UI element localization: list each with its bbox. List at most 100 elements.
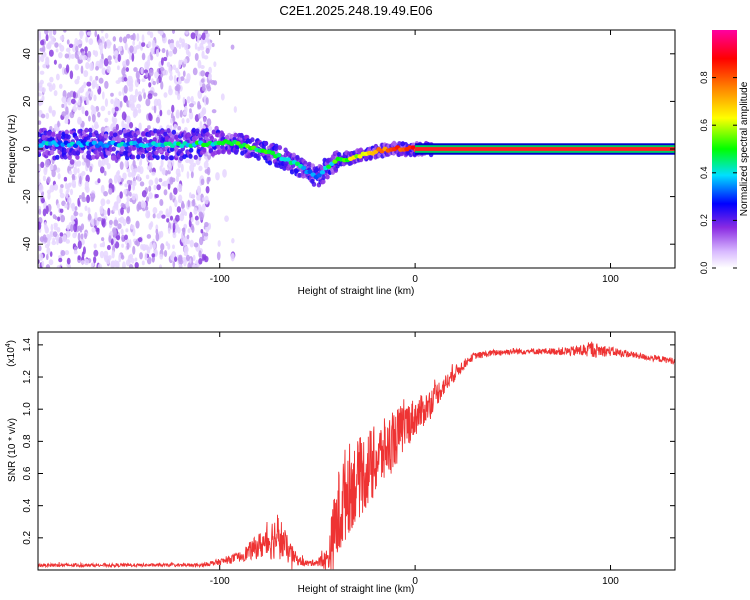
ridge-band-cell [63,154,68,160]
ridge-band-cell [204,127,209,133]
noise-speckle [67,51,71,60]
snr-y-label: SNR (10 * v/v) [7,418,18,482]
noise-speckle [124,183,129,188]
noise-speckle [125,59,130,66]
noise-speckle [69,111,75,119]
noise-speckle [135,70,140,80]
noise-speckle [118,217,122,223]
noise-speckle [151,256,155,263]
noise-speckle [128,183,131,192]
noise-speckle [146,30,151,36]
noise-speckle [173,74,177,84]
noise-speckle [141,190,147,198]
ridge-point [301,165,307,171]
noise-speckle [58,51,63,59]
noise-speckle [233,106,237,113]
noise-speckle [148,82,152,88]
noise-speckle [145,174,150,180]
noise-speckle [93,121,99,130]
noise-speckle [167,39,171,45]
noise-speckle [38,54,41,63]
noise-speckle [80,233,84,240]
noise-speckle [56,238,59,246]
noise-speckle [203,117,207,123]
noise-speckle [45,33,49,42]
noise-speckle [198,257,203,265]
noise-speckle [189,163,195,172]
noise-speckle [194,42,198,50]
noise-speckle [125,216,131,225]
ridge-band-cell [297,172,303,178]
ridge-band-cell [122,128,128,134]
colorbar: 0.0 0.2 0.4 0.6 0.8 Normalized spectral ampl… [699,30,750,274]
noise-speckle [158,264,163,268]
noise-speckle [153,92,158,97]
noise-speckle [117,53,121,63]
noise-speckle [188,111,194,120]
noise-speckle [95,75,99,81]
noise-speckle [70,215,74,223]
noise-speckle [81,106,85,115]
noise-speckle [200,178,205,186]
noise-speckle [187,228,191,234]
noise-speckle [42,175,46,182]
ridge-band-cell [166,128,171,134]
noise-speckle [152,80,156,86]
noise-speckle [61,234,67,243]
noise-speckle [159,253,164,260]
ridge-band-cell [75,154,80,160]
noise-speckle [70,53,75,59]
noise-speckle [156,184,161,191]
noise-speckle [169,70,173,77]
noise-speckle [146,59,151,68]
noise-speckle [60,184,64,189]
noise-speckle [108,235,112,243]
noise-speckle [184,42,189,51]
noise-speckle [118,36,123,43]
noise-speckle [134,261,139,268]
noise-speckle [120,202,125,209]
ridge-band-cell [220,132,226,138]
colorbar-tick-label: 0.0 [699,262,709,275]
noise-speckle [74,37,79,47]
noise-speckle [167,227,171,234]
noise-speckle [57,173,61,180]
noise-speckle [49,125,53,131]
noise-speckle [147,41,152,48]
noise-speckle [82,54,88,61]
x-tick-label: -100 [210,576,230,587]
noise-speckle [38,253,44,261]
noise-speckle [217,240,221,247]
noise-speckle [172,115,176,123]
noise-speckle [148,112,152,121]
ridge-band-cell [155,155,160,161]
noise-speckle [101,67,107,75]
noise-speckle [123,188,128,195]
y-tick-label: 0 [22,146,33,152]
snr-line [38,341,675,570]
noise-speckle [190,171,194,179]
noise-speckle [192,254,196,262]
noise-speckle [187,199,191,208]
noise-speckle [69,159,75,165]
noise-speckle [87,50,92,58]
ridge-band-cell [274,146,279,152]
noise-speckle [208,73,212,81]
noise-speckle [44,30,49,35]
noise-speckle [126,115,131,125]
noise-speckle [113,174,118,184]
noise-speckle [71,179,77,188]
noise-speckle [183,58,188,65]
noise-speckle [203,55,209,60]
noise-speckle [57,216,61,222]
noise-speckle [89,75,93,82]
noise-speckle [199,45,205,51]
noise-speckle [103,58,109,67]
noise-speckle [194,30,199,36]
noise-speckle [79,55,83,61]
noise-speckle [51,109,56,116]
noise-speckle [109,230,113,237]
noise-speckle [190,217,194,223]
noise-speckle [178,37,183,44]
